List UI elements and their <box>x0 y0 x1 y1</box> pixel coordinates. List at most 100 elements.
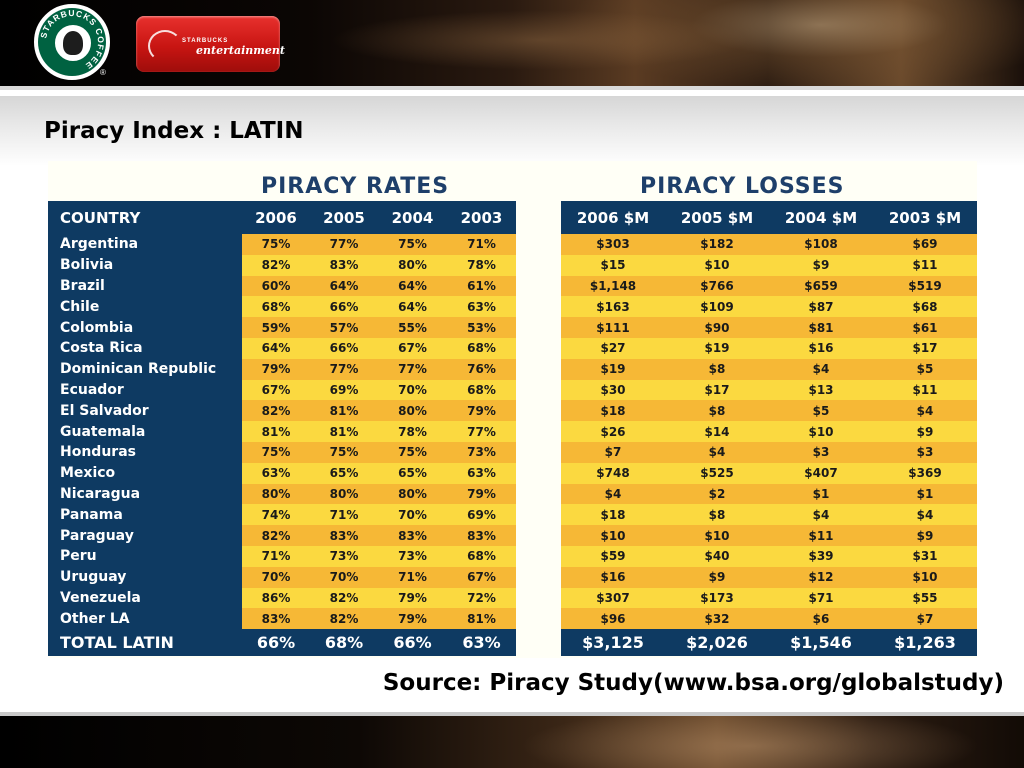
column-header: COUNTRY <box>48 201 242 234</box>
table-row: Ecuador 67% 69% 70% 68% <box>48 379 516 401</box>
loss-cell: $6 <box>769 608 873 630</box>
loss-cell: $111 <box>561 317 665 338</box>
loss-cell: $4 <box>665 441 769 463</box>
loss-cell: $11 <box>873 254 977 276</box>
loss-cell: $5 <box>769 400 873 422</box>
table-row: $163 $109 $87 $68 <box>561 296 977 318</box>
loss-cell: $7 <box>561 441 665 463</box>
loss-cell: $1 <box>873 483 977 505</box>
rate-cell: 82% <box>242 400 310 422</box>
country-cell: Uruguay <box>48 566 242 588</box>
loss-cell: $1 <box>769 483 873 505</box>
rate-cell: 83% <box>242 608 310 630</box>
table-row: $303 $182 $108 $69 <box>561 234 977 255</box>
footer-banner <box>0 716 1024 768</box>
rate-cell: 70% <box>242 566 310 588</box>
table-row: Paraguay 82% 83% 83% 83% <box>48 525 516 546</box>
rate-cell: 63% <box>447 462 516 484</box>
table-row: $1,148 $766 $659 $519 <box>561 275 977 297</box>
country-cell: Bolivia <box>48 254 242 276</box>
column-header: 2003 $M <box>873 201 977 234</box>
rate-cell: 65% <box>378 462 447 484</box>
table-row: Panama 74% 71% 70% 69% <box>48 504 516 526</box>
table-row: Uruguay 70% 70% 71% 67% <box>48 566 516 588</box>
table-row: $4 $2 $1 $1 <box>561 483 977 505</box>
piracy-rates-table: COUNTRY 2006 2005 2004 2003 Argentina 75%… <box>48 201 516 657</box>
table-row: Mexico 63% 65% 65% 63% <box>48 462 516 484</box>
table-row: Guatemala 81% 81% 78% 77% <box>48 421 516 442</box>
table-header-row: 2006 $M 2005 $M 2004 $M 2003 $M <box>561 201 977 234</box>
table-row: $111 $90 $81 $61 <box>561 317 977 338</box>
table-row: $16 $9 $12 $10 <box>561 566 977 588</box>
rate-cell: 70% <box>310 566 378 588</box>
rate-cell: 79% <box>378 608 447 630</box>
rate-cell: 68% <box>447 545 516 567</box>
table-row: $10 $10 $11 $9 <box>561 525 977 546</box>
table-row: Colombia 59% 57% 55% 53% <box>48 317 516 338</box>
starbucks-logo: STARBUCKS COFFEE <box>34 4 110 80</box>
loss-cell: $748 <box>561 462 665 484</box>
column-header: 2005 <box>310 201 378 234</box>
rate-cell: 80% <box>378 483 447 505</box>
loss-cell: $4 <box>873 504 977 526</box>
rate-cell: 73% <box>310 545 378 567</box>
loss-cell: $31 <box>873 545 977 567</box>
rate-cell: 77% <box>447 421 516 442</box>
rate-cell: 71% <box>447 234 516 255</box>
loss-cell: $10 <box>873 566 977 588</box>
page-title: Piracy Index : LATIN <box>44 118 304 144</box>
country-cell: Other LA <box>48 608 242 630</box>
rate-cell: 82% <box>310 587 378 609</box>
loss-cell: $26 <box>561 421 665 442</box>
loss-cell: $8 <box>665 400 769 422</box>
rate-cell: 78% <box>447 254 516 276</box>
loss-cell: $9 <box>873 525 977 546</box>
country-cell: Peru <box>48 545 242 567</box>
loss-cell: $9 <box>769 254 873 276</box>
rate-cell: 79% <box>447 483 516 505</box>
rate-cell: 81% <box>242 421 310 442</box>
rate-cell: 74% <box>242 504 310 526</box>
total-row: TOTAL LATIN 66% 68% 66% 63% <box>48 629 516 657</box>
rate-cell: 55% <box>378 317 447 338</box>
rate-cell: 71% <box>378 566 447 588</box>
rate-cell: 64% <box>378 275 447 297</box>
table-row: $748 $525 $407 $369 <box>561 462 977 484</box>
loss-cell: $407 <box>769 462 873 484</box>
rate-cell: 60% <box>242 275 310 297</box>
total-loss-cell: $1,263 <box>873 629 977 657</box>
rate-cell: 66% <box>310 337 378 359</box>
column-header: 2004 <box>378 201 447 234</box>
loss-cell: $5 <box>873 358 977 380</box>
loss-cell: $59 <box>561 545 665 567</box>
loss-cell: $8 <box>665 504 769 526</box>
total-loss-cell: $3,125 <box>561 629 665 657</box>
rate-cell: 61% <box>447 275 516 297</box>
loss-cell: $13 <box>769 379 873 401</box>
country-cell: Venezuela <box>48 587 242 609</box>
table-row: $96 $32 $6 $7 <box>561 608 977 630</box>
rate-cell: 75% <box>310 441 378 463</box>
country-cell: Honduras <box>48 441 242 463</box>
loss-cell: $71 <box>769 587 873 609</box>
country-cell: Brazil <box>48 275 242 297</box>
loss-cell: $96 <box>561 608 665 630</box>
table-row: Brazil 60% 64% 64% 61% <box>48 275 516 297</box>
rate-cell: 73% <box>447 441 516 463</box>
rate-cell: 82% <box>242 525 310 546</box>
country-cell: Dominican Republic <box>48 358 242 380</box>
total-row: $3,125 $2,026 $1,546 $1,263 <box>561 629 977 657</box>
rate-cell: 81% <box>310 400 378 422</box>
swoosh-icon <box>148 30 182 62</box>
country-cell: Chile <box>48 296 242 318</box>
loss-cell: $108 <box>769 234 873 255</box>
loss-cell: $27 <box>561 337 665 359</box>
loss-cell: $32 <box>665 608 769 630</box>
table-row: Argentina 75% 77% 75% 71% <box>48 234 516 255</box>
table-row: Chile 68% 66% 64% 63% <box>48 296 516 318</box>
loss-cell: $303 <box>561 234 665 255</box>
total-loss-cell: $2,026 <box>665 629 769 657</box>
table-row: $59 $40 $39 $31 <box>561 545 977 567</box>
rate-cell: 63% <box>447 296 516 318</box>
loss-cell: $3 <box>769 441 873 463</box>
